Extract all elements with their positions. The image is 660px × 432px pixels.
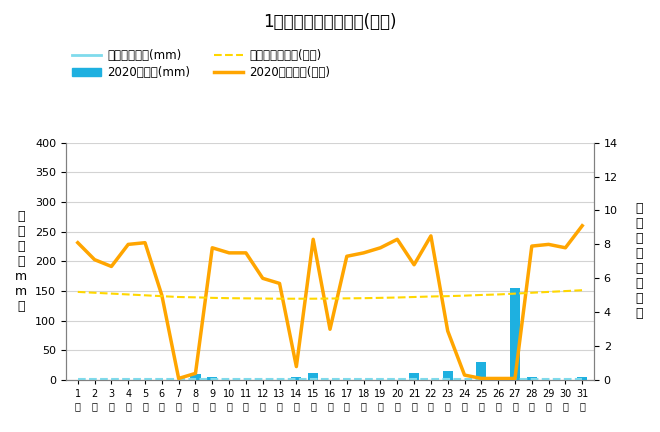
Bar [191, 374, 201, 380]
Y-axis label: 降
水
量
（
m
m
）: 降 水 量 （ m m ） [15, 210, 27, 313]
Bar [578, 377, 587, 380]
Bar [493, 377, 503, 380]
Bar [510, 288, 520, 380]
Bar [409, 373, 419, 380]
Bar [291, 377, 302, 380]
Bar [443, 371, 453, 380]
Text: 1月降水量・日照時間(日別): 1月降水量・日照時間(日別) [263, 13, 397, 31]
Y-axis label: 日
照
時
間
（
時
間
）: 日 照 時 間 （ 時 間 ） [635, 202, 643, 321]
Bar [207, 377, 217, 380]
Bar [308, 373, 318, 380]
Bar [527, 377, 537, 380]
Legend: 降水量平年値(mm), 2020降水量(mm), 日照時間平年値(時間), 2020日照時間(時間): 降水量平年値(mm), 2020降水量(mm), 日照時間平年値(時間), 20… [72, 49, 331, 79]
Bar [477, 362, 486, 380]
